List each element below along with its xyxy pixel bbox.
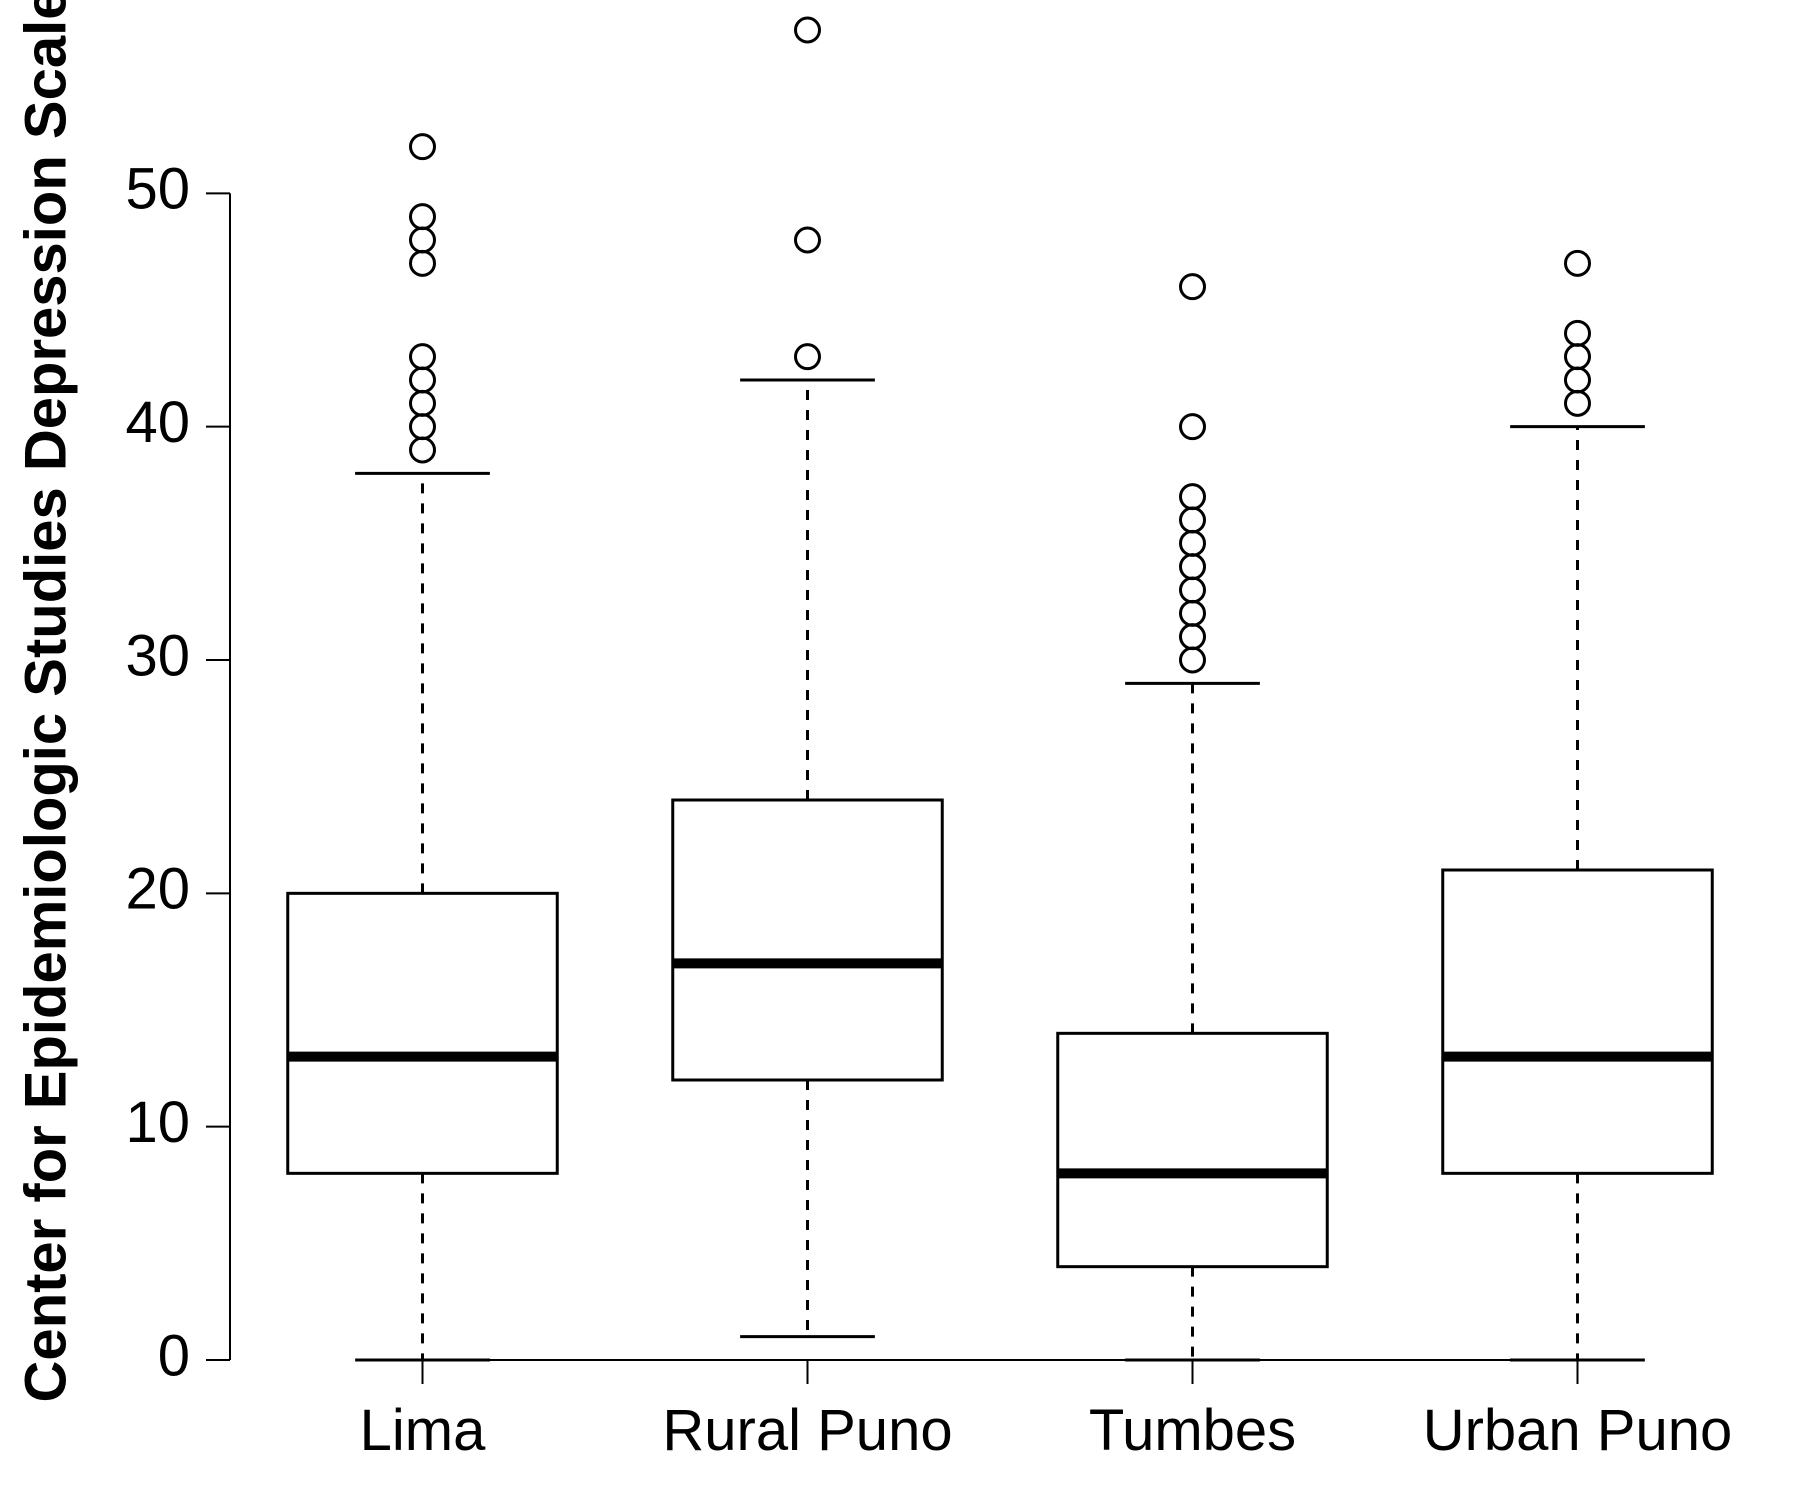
y-tick-label: 20 xyxy=(125,857,190,922)
boxplot-svg: 0 10 20 30 40 50 Center for Epidemiologic Stud… xyxy=(0,0,1800,1509)
outlier-point xyxy=(411,368,435,392)
outlier-point xyxy=(1181,578,1205,602)
y-tick-label: 50 xyxy=(125,157,190,222)
outlier-point xyxy=(411,251,435,275)
outlier-point xyxy=(1566,251,1590,275)
outlier-point xyxy=(1181,531,1205,555)
outlier-point xyxy=(411,391,435,415)
outlier-point xyxy=(1181,601,1205,625)
outlier-point xyxy=(411,205,435,229)
outlier-point xyxy=(796,18,820,42)
box xyxy=(288,893,558,1173)
outlier-point xyxy=(411,345,435,369)
outlier-point xyxy=(1566,345,1590,369)
y-tick-label: 10 xyxy=(125,1090,190,1155)
outlier-point xyxy=(796,345,820,369)
outlier-point xyxy=(1181,508,1205,532)
y-axis-title: Center for Epidemiologic Studies Depress… xyxy=(13,0,78,1402)
outlier-point xyxy=(411,415,435,439)
outlier-point xyxy=(1181,625,1205,649)
y-tick-label: 40 xyxy=(125,390,190,455)
outlier-point xyxy=(411,438,435,462)
outlier-point xyxy=(411,228,435,252)
x-tick-label: Urban Puno xyxy=(1423,1398,1733,1463)
y-tick-label: 30 xyxy=(125,623,190,688)
outlier-point xyxy=(1181,275,1205,299)
box xyxy=(673,800,943,1080)
outlier-point xyxy=(411,135,435,159)
x-tick-label: Rural Puno xyxy=(662,1398,952,1463)
outlier-point xyxy=(1566,391,1590,415)
outlier-point xyxy=(1181,415,1205,439)
outlier-point xyxy=(1181,485,1205,509)
box xyxy=(1058,1033,1328,1266)
y-tick-label: 0 xyxy=(158,1323,190,1388)
outlier-point xyxy=(1181,648,1205,672)
x-tick-label: Tumbes xyxy=(1089,1398,1296,1463)
outlier-point xyxy=(796,228,820,252)
x-tick-label: Lima xyxy=(360,1398,486,1463)
box xyxy=(1443,870,1713,1173)
outlier-point xyxy=(1181,555,1205,579)
boxplot-chart: 0 10 20 30 40 50 Center for Epidemiologic Stud… xyxy=(0,0,1800,1509)
outlier-point xyxy=(1566,321,1590,345)
outlier-point xyxy=(1566,368,1590,392)
